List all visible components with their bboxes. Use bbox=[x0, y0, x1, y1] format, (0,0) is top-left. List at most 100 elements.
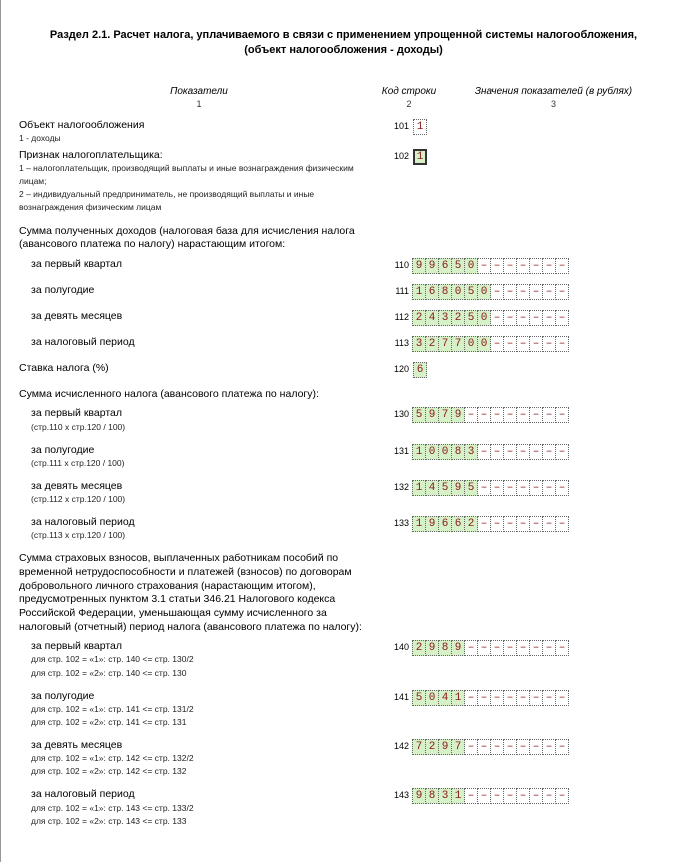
r142-cell-5[interactable]: – bbox=[477, 739, 491, 755]
r130-cell-7[interactable]: – bbox=[503, 407, 517, 423]
r140-cell-9[interactable]: – bbox=[529, 640, 543, 656]
r142-cell-7[interactable]: – bbox=[503, 739, 517, 755]
r112-cell-4[interactable]: 5 bbox=[464, 310, 478, 326]
r113-cell-2[interactable]: 7 bbox=[438, 336, 452, 352]
r132-cell-6[interactable]: – bbox=[490, 480, 504, 496]
r110-cell-5[interactable]: – bbox=[477, 258, 491, 274]
r142-cell-0[interactable]: 7 bbox=[412, 739, 426, 755]
r133-cell-0[interactable]: 1 bbox=[412, 516, 426, 532]
r110-cell-1[interactable]: 9 bbox=[425, 258, 439, 274]
r143-cell-10[interactable]: – bbox=[542, 788, 556, 804]
r130-cell-0[interactable]: 5 bbox=[412, 407, 426, 423]
r130-cell-8[interactable]: – bbox=[516, 407, 530, 423]
cell-102[interactable]: 1 bbox=[413, 149, 427, 165]
r110-cell-9[interactable]: – bbox=[529, 258, 543, 274]
r112-cell-0[interactable]: 2 bbox=[412, 310, 426, 326]
r132-cell-9[interactable]: – bbox=[529, 480, 543, 496]
r131-cell-5[interactable]: – bbox=[477, 444, 491, 460]
r143-cell-9[interactable]: – bbox=[529, 788, 543, 804]
r133-cell-9[interactable]: – bbox=[529, 516, 543, 532]
r141-cell-9[interactable]: – bbox=[529, 690, 543, 706]
r142-cell-10[interactable]: – bbox=[542, 739, 556, 755]
r141-cell-3[interactable]: 1 bbox=[451, 690, 465, 706]
r113-cell-0[interactable]: 3 bbox=[412, 336, 426, 352]
r113-cell-10[interactable]: – bbox=[542, 336, 556, 352]
r110-cell-2[interactable]: 6 bbox=[438, 258, 452, 274]
r133-cell-4[interactable]: 2 bbox=[464, 516, 478, 532]
cell-101[interactable]: 1 bbox=[413, 119, 427, 135]
r143-cell-6[interactable]: – bbox=[490, 788, 504, 804]
r143-cell-8[interactable]: – bbox=[516, 788, 530, 804]
r141-cell-0[interactable]: 5 bbox=[412, 690, 426, 706]
r131-cell-9[interactable]: – bbox=[529, 444, 543, 460]
r143-cell-0[interactable]: 9 bbox=[412, 788, 426, 804]
r111-cell-0[interactable]: 1 bbox=[412, 284, 426, 300]
r140-cell-10[interactable]: – bbox=[542, 640, 556, 656]
r133-cell-7[interactable]: – bbox=[503, 516, 517, 532]
r141-cell-7[interactable]: – bbox=[503, 690, 517, 706]
r132-cell-3[interactable]: 9 bbox=[451, 480, 465, 496]
r143-cell-3[interactable]: 1 bbox=[451, 788, 465, 804]
r131-cell-8[interactable]: – bbox=[516, 444, 530, 460]
r131-cell-7[interactable]: – bbox=[503, 444, 517, 460]
r140-cell-6[interactable]: – bbox=[490, 640, 504, 656]
r132-cell-10[interactable]: – bbox=[542, 480, 556, 496]
r111-cell-5[interactable]: 0 bbox=[477, 284, 491, 300]
r111-cell-6[interactable]: – bbox=[490, 284, 504, 300]
r132-cell-5[interactable]: – bbox=[477, 480, 491, 496]
r111-cell-11[interactable]: – bbox=[555, 284, 569, 300]
r130-cell-4[interactable]: – bbox=[464, 407, 478, 423]
r141-cell-8[interactable]: – bbox=[516, 690, 530, 706]
r130-cell-10[interactable]: – bbox=[542, 407, 556, 423]
r140-cell-4[interactable]: – bbox=[464, 640, 478, 656]
r141-cell-4[interactable]: – bbox=[464, 690, 478, 706]
r112-cell-3[interactable]: 2 bbox=[451, 310, 465, 326]
r140-cell-2[interactable]: 8 bbox=[438, 640, 452, 656]
r110-cell-7[interactable]: – bbox=[503, 258, 517, 274]
r132-cell-8[interactable]: – bbox=[516, 480, 530, 496]
r110-cell-3[interactable]: 5 bbox=[451, 258, 465, 274]
r131-cell-2[interactable]: 0 bbox=[438, 444, 452, 460]
r111-cell-1[interactable]: 6 bbox=[425, 284, 439, 300]
r140-cell-0[interactable]: 2 bbox=[412, 640, 426, 656]
r111-cell-8[interactable]: – bbox=[516, 284, 530, 300]
r142-cell-4[interactable]: – bbox=[464, 739, 478, 755]
r143-cell-7[interactable]: – bbox=[503, 788, 517, 804]
r142-cell-1[interactable]: 2 bbox=[425, 739, 439, 755]
r130-cell-1[interactable]: 9 bbox=[425, 407, 439, 423]
r113-cell-6[interactable]: – bbox=[490, 336, 504, 352]
r142-cell-6[interactable]: – bbox=[490, 739, 504, 755]
r130-cell-9[interactable]: – bbox=[529, 407, 543, 423]
r110-cell-4[interactable]: 0 bbox=[464, 258, 478, 274]
r112-cell-8[interactable]: – bbox=[516, 310, 530, 326]
r143-cell-4[interactable]: – bbox=[464, 788, 478, 804]
r131-cell-11[interactable]: – bbox=[555, 444, 569, 460]
r130-cell-11[interactable]: – bbox=[555, 407, 569, 423]
r112-cell-11[interactable]: – bbox=[555, 310, 569, 326]
r110-cell-6[interactable]: – bbox=[490, 258, 504, 274]
r140-cell-3[interactable]: 9 bbox=[451, 640, 465, 656]
r112-cell-10[interactable]: – bbox=[542, 310, 556, 326]
r112-cell-1[interactable]: 4 bbox=[425, 310, 439, 326]
r111-cell-7[interactable]: – bbox=[503, 284, 517, 300]
r140-cell-11[interactable]: – bbox=[555, 640, 569, 656]
r133-cell-5[interactable]: – bbox=[477, 516, 491, 532]
r112-cell-9[interactable]: – bbox=[529, 310, 543, 326]
r141-cell-2[interactable]: 4 bbox=[438, 690, 452, 706]
r112-cell-7[interactable]: – bbox=[503, 310, 517, 326]
r131-cell-6[interactable]: – bbox=[490, 444, 504, 460]
r133-cell-2[interactable]: 6 bbox=[438, 516, 452, 532]
r133-cell-10[interactable]: – bbox=[542, 516, 556, 532]
r133-cell-3[interactable]: 6 bbox=[451, 516, 465, 532]
r113-cell-4[interactable]: 0 bbox=[464, 336, 478, 352]
r141-cell-10[interactable]: – bbox=[542, 690, 556, 706]
r141-cell-11[interactable]: – bbox=[555, 690, 569, 706]
r143-cell-5[interactable]: – bbox=[477, 788, 491, 804]
r142-cell-2[interactable]: 9 bbox=[438, 739, 452, 755]
r111-cell-10[interactable]: – bbox=[542, 284, 556, 300]
cell-120[interactable]: 6 bbox=[413, 362, 427, 378]
r131-cell-1[interactable]: 0 bbox=[425, 444, 439, 460]
r142-cell-8[interactable]: – bbox=[516, 739, 530, 755]
r110-cell-10[interactable]: – bbox=[542, 258, 556, 274]
r133-cell-6[interactable]: – bbox=[490, 516, 504, 532]
